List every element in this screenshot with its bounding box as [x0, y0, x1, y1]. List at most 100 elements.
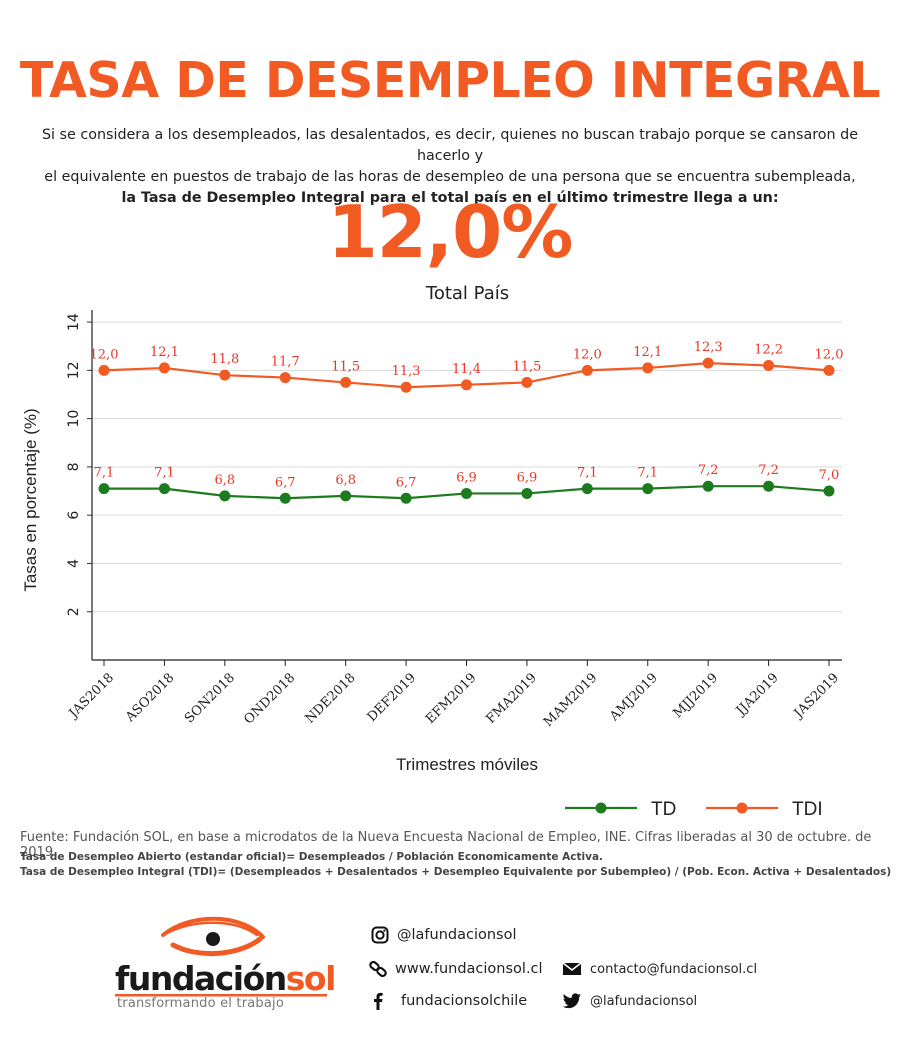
twitter-icon — [562, 992, 582, 1010]
y-tick-label: 8 — [66, 462, 82, 471]
data-point-tdi — [702, 357, 714, 369]
data-label-td: 6,8 — [335, 473, 356, 488]
twitter-handle: @lafundacionsol — [590, 993, 698, 1009]
data-label-tdi: 11,7 — [271, 355, 300, 370]
instagram-icon — [371, 926, 389, 944]
x-tick-label: FMA2019 — [484, 670, 540, 726]
legend-label-td: TD — [651, 799, 676, 820]
brand-name-part1: fundación — [115, 959, 287, 998]
data-point-tdi — [340, 376, 352, 388]
eye-logo-icon — [161, 916, 265, 957]
data-label-td: 6,7 — [275, 475, 296, 490]
data-label-tdi: 11,3 — [392, 364, 421, 379]
mail-icon — [562, 960, 582, 978]
data-point-td — [219, 490, 231, 502]
x-tick-label: ASO2018 — [122, 670, 177, 725]
intro-text: Si se considera a los desempleados, las … — [20, 125, 880, 209]
data-label-tdi: 12,0 — [90, 347, 119, 362]
instagram-handle: @lafundacionsol — [397, 927, 517, 943]
data-point-tdi — [400, 381, 412, 393]
line-chart: 2 4 6 8 10 12 14 JAS2018 ASO2018 SON2018 OND2018 ND… — [21, 310, 844, 820]
data-label-tdi: 11,5 — [331, 359, 360, 374]
website-url: www.fundacionsol.cl — [395, 961, 543, 977]
data-point-td — [158, 483, 170, 495]
data-point-td — [763, 480, 775, 492]
data-label-td: 6,7 — [396, 475, 417, 490]
data-label-tdi: 12,1 — [150, 345, 179, 360]
data-point-tdi — [823, 364, 835, 376]
data-label-tdi: 11,4 — [452, 362, 481, 377]
y-tick-label: 10 — [66, 410, 82, 428]
data-label-tdi: 12,0 — [573, 347, 602, 362]
contact-facebook[interactable]: fundacionsolchile — [369, 992, 527, 1010]
y-tick-label: 6 — [66, 511, 82, 520]
data-label-tdi: 11,5 — [512, 359, 541, 374]
data-point-tdi — [158, 362, 170, 374]
y-tick-label: 4 — [66, 559, 82, 568]
contact-website[interactable]: www.fundacionsol.cl — [369, 960, 543, 978]
legend-label-tdi: TDI — [792, 799, 823, 820]
data-point-tdi — [279, 372, 291, 384]
data-label-td: 7,0 — [819, 468, 840, 483]
data-label-td: 6,8 — [214, 473, 235, 488]
legend-marker-td — [595, 802, 607, 814]
x-tick-label: JJA2019 — [732, 670, 781, 719]
data-label-td: 7,2 — [698, 463, 719, 478]
headline-value: 12,0% — [327, 190, 574, 274]
data-label-tdi: 12,3 — [694, 340, 723, 355]
data-point-td — [98, 483, 110, 495]
data-point-td — [279, 492, 291, 504]
data-label-tdi: 12,2 — [754, 343, 783, 358]
chart-title: Total País — [425, 283, 510, 304]
intro-line-1: Si se considera a los desempleados, las … — [41, 127, 859, 164]
brand-tagline: transformando el trabajo — [117, 996, 285, 1011]
y-tick-label: 14 — [66, 313, 82, 331]
x-axis-title: Trimestres móviles — [396, 755, 538, 774]
contact-twitter[interactable]: @lafundacionsol — [562, 992, 697, 1010]
data-label-td: 6,9 — [517, 470, 538, 485]
data-point-tdi — [642, 362, 654, 374]
y-axis-title: Tasas en porcentaje (%) — [21, 408, 40, 591]
data-label-td: 7,1 — [154, 466, 175, 481]
data-point-td — [702, 480, 714, 492]
facebook-icon — [369, 992, 387, 1010]
data-point-td — [461, 487, 472, 499]
data-point-td — [642, 483, 654, 495]
data-point-td — [521, 487, 533, 499]
data-label-tdi: 12,1 — [633, 345, 662, 360]
contact-instagram[interactable]: @lafundacionsol — [371, 926, 517, 944]
x-tick-label: AMJ2019 — [606, 670, 660, 724]
x-tick-label: JAS2019 — [790, 670, 842, 722]
data-point-tdi — [763, 360, 775, 372]
data-point-tdi — [461, 379, 472, 391]
x-tick-label: MAM2019 — [541, 670, 600, 729]
data-label-td: 7,1 — [577, 466, 598, 481]
data-point-td — [400, 492, 412, 504]
x-tick-label: DEF2019 — [365, 670, 419, 724]
email-address: contacto@fundacionsol.cl — [590, 961, 758, 977]
data-point-td — [823, 485, 835, 497]
contact-email[interactable]: contacto@fundacionsol.cl — [562, 960, 757, 978]
data-point-td — [340, 490, 352, 502]
data-label-td: 7,2 — [758, 463, 779, 478]
data-point-td — [581, 483, 593, 495]
data-label-tdi: 12,0 — [815, 347, 844, 362]
x-tick-label: EFM2019 — [423, 670, 480, 727]
intro-line-3: la Tasa de Desempleo Integral para el to… — [121, 190, 779, 206]
data-label-td: 6,9 — [456, 470, 477, 485]
data-point-tdi — [581, 364, 593, 376]
x-tick-label: NDE2018 — [303, 670, 359, 726]
brand-name: fundaciónsol — [115, 959, 337, 998]
brand-logo[interactable]: fundaciónsol transformando el trabajo — [115, 915, 345, 1015]
intro-line-2: el equivalente en puestos de trabajo de … — [44, 169, 856, 185]
note-tdi: Tasa de Desempleo Integral (TDI)= (Desem… — [20, 866, 892, 878]
data-point-tdi — [521, 376, 533, 388]
data-point-tdi — [219, 369, 231, 381]
x-tick-label: JAS2018 — [65, 670, 117, 722]
y-tick-label: 12 — [66, 361, 82, 379]
source-text: Fuente: Fundación SOL, en base a microda… — [20, 830, 872, 860]
x-tick-label: MJJ2019 — [670, 670, 721, 721]
data-label-td: 7,1 — [637, 466, 658, 481]
brand-name-part2: sol — [285, 959, 337, 998]
page-title: TASA DE DESEMPLEO INTEGRAL — [19, 52, 881, 109]
